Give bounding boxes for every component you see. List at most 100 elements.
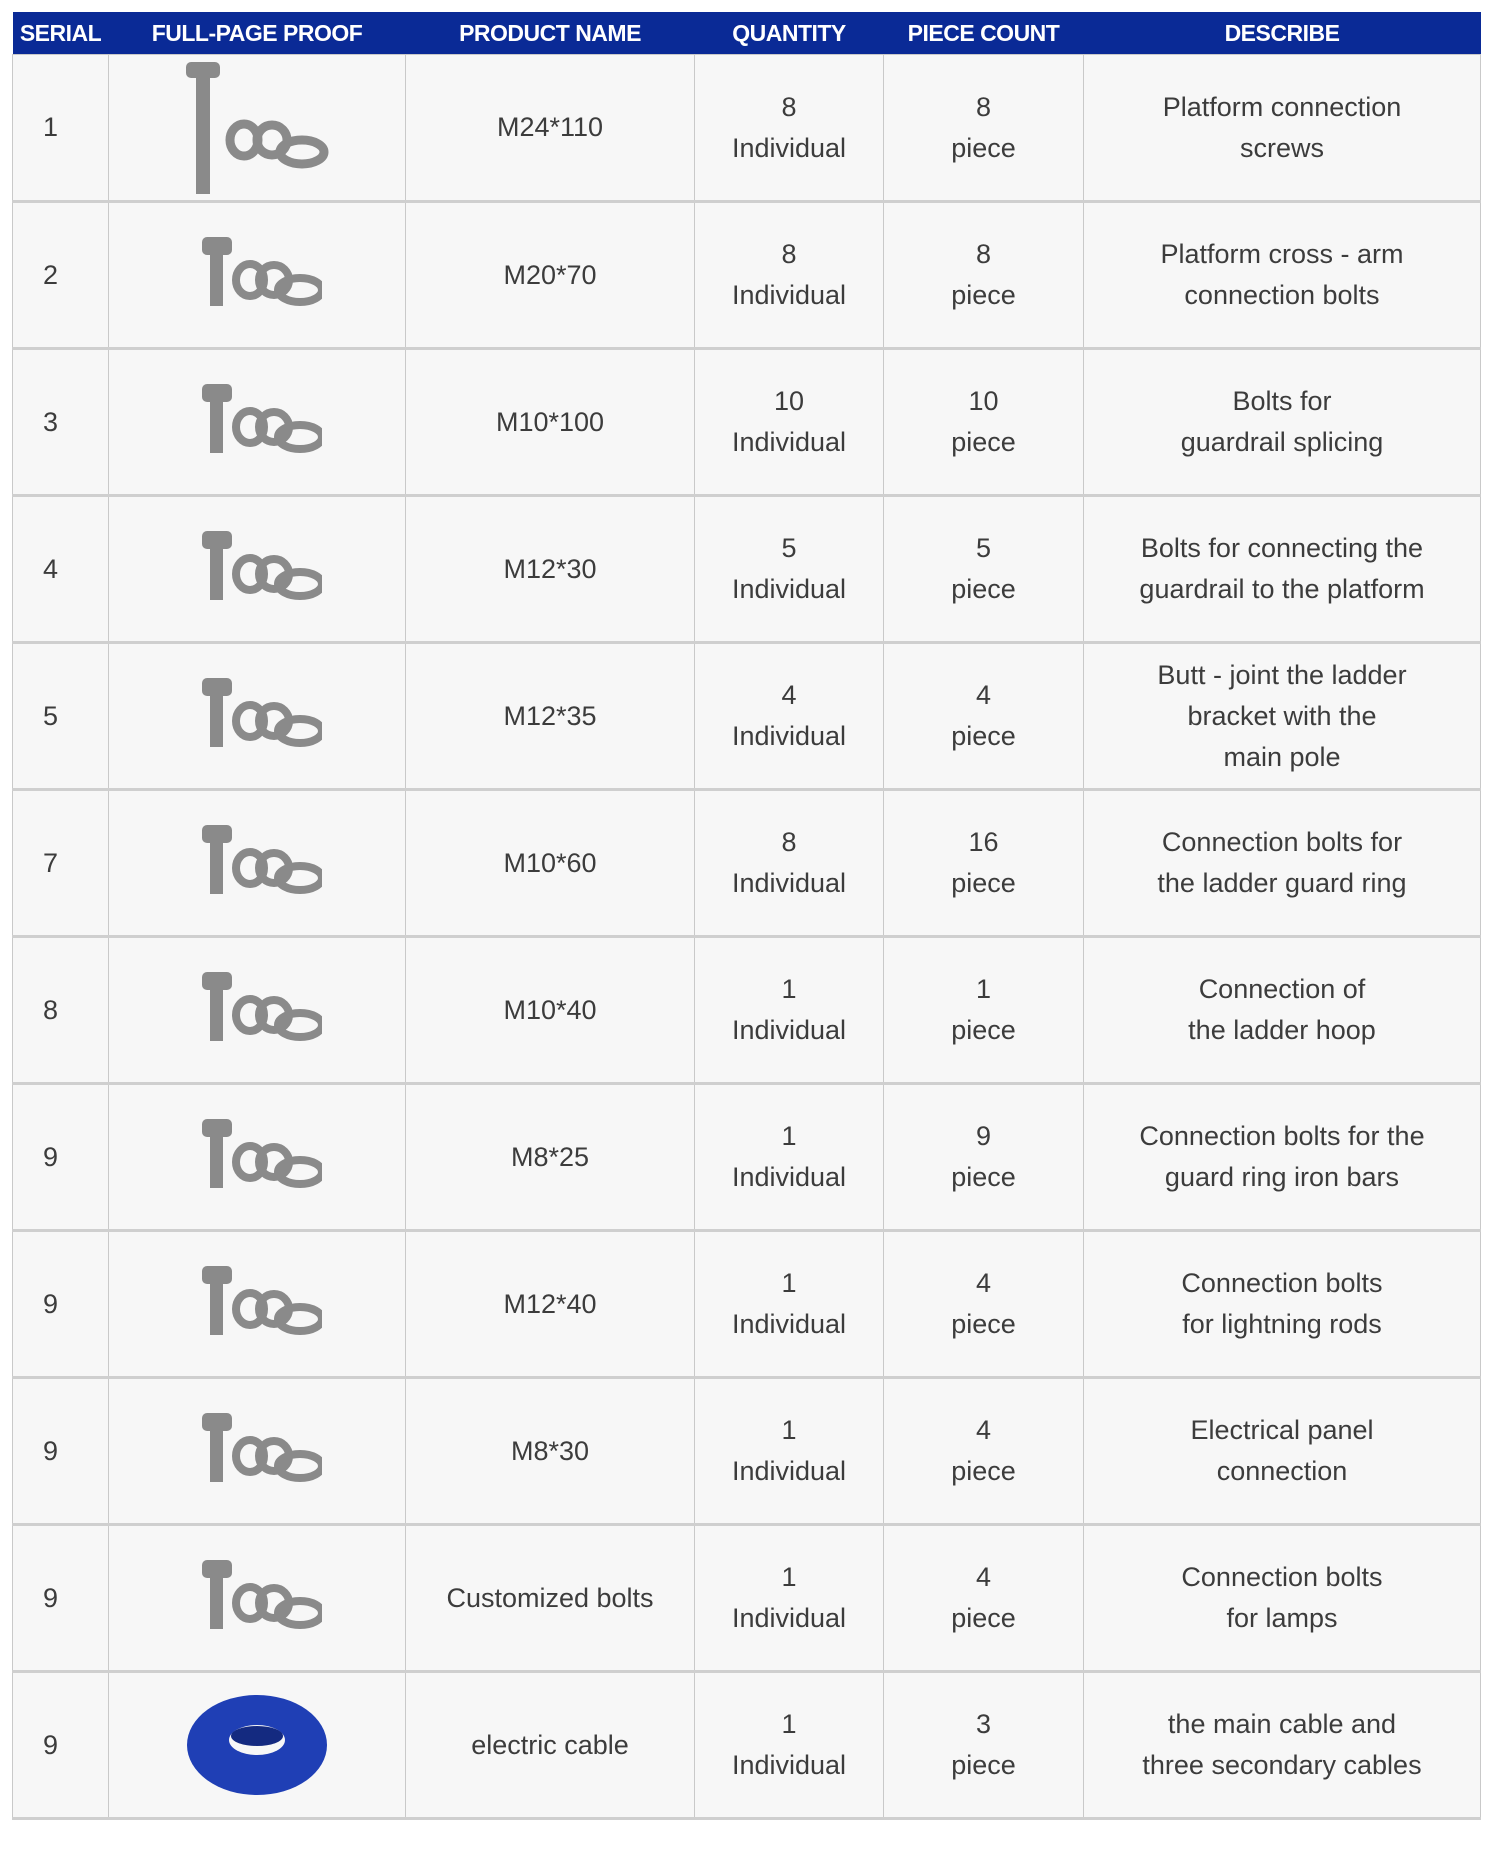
table-row: 9 M8*30 1 Individual 4 piece Electrical pa… [12,1377,1481,1526]
column-header: PIECE COUNT [883,12,1084,55]
quantity-value: 1 [781,1268,797,1298]
column-header: FULL-PAGE PROOF [108,12,406,55]
column-header: DESCRIBE [1083,12,1481,55]
table-row: 7 M10*60 8 Individual 16 piece Connection … [12,789,1481,938]
describe-line: the ladder hoop [1188,1015,1376,1045]
describe-line: Connection bolts [1181,1268,1383,1298]
proof-cell [108,1377,406,1526]
piece-count-value: 3 [975,1709,992,1739]
piece-count-cell: 4 piece [883,642,1084,791]
piece-unit: piece [951,1309,1016,1339]
quantity-value: 4 [781,680,797,710]
piece-count-value: 10 [968,386,999,416]
product-name-cell: M10*60 [405,789,695,938]
describe-cell: Connection bolts for the guard ring iron … [1083,1083,1481,1232]
product-name-cell: M8*30 [405,1377,695,1526]
piece-count-value: 8 [975,91,992,122]
piece-count-value: 4 [975,1268,992,1298]
quantity-unit: Individual [731,280,847,310]
proof-cell [108,1083,406,1232]
serial-cell: 2 [12,201,109,350]
piece-unit: piece [951,574,1016,604]
quantity-value: 1 [781,1415,797,1445]
serial-cell: 1 [12,54,109,203]
table-row: 2 M20*70 8 Individual 8 piece Platform cro… [12,201,1481,350]
describe-line: Connection bolts [1181,1562,1383,1592]
table-row: 9 Customized bolts 1 Individual 4 piece Co… [12,1524,1481,1673]
column-header: QUANTITY [694,12,884,55]
quantity-value: 8 [781,827,797,857]
describe-line: the main cable and [1167,1709,1397,1739]
describe-line: the ladder guard ring [1157,868,1407,898]
quantity-value: 1 [781,1709,797,1739]
product-name-cell: M12*35 [405,642,695,791]
table-row: 5 M12*35 4 Individual 4 piece Butt - joint… [12,642,1481,791]
describe-cell: Connection of the ladder hoop [1083,936,1481,1085]
table-row: 9 electric cable 1 Individual 3 piece the … [12,1671,1481,1820]
describe-line: Butt - joint the ladder [1157,659,1407,690]
quantity-cell: 8 Individual [694,201,884,350]
quantity-cell: 4 Individual [694,642,884,791]
describe-line: Platform connection [1162,91,1402,122]
proof-cell [108,54,406,203]
bolt-icon [115,1411,399,1491]
piece-count-value: 9 [975,1121,992,1151]
describe-line: Bolts for [1232,386,1332,416]
product-name-cell: M20*70 [405,201,695,350]
product-name-cell: M24*110 [405,54,695,203]
piece-count-cell: 3 piece [883,1671,1084,1820]
quantity-unit: Individual [731,1015,847,1045]
table-row: 1 M24*110 8 Individual 8 piece Platform co… [12,54,1481,203]
quantity-unit: Individual [731,1603,847,1633]
describe-line: Connection bolts for [1161,827,1403,857]
serial-cell: 9 [12,1671,109,1820]
serial-cell: 5 [12,642,109,791]
proof-cell [108,936,406,1085]
serial-cell: 3 [12,348,109,497]
product-name-cell: M10*40 [405,936,695,1085]
parts-table: SERIAL FULL-PAGE PROOF PRODUCT NAME QUANTIT… [12,12,1481,1820]
quantity-value: 8 [781,91,797,122]
bolt-icon [115,235,399,315]
describe-cell: Connection bolts for lightning rods [1083,1230,1481,1379]
describe-cell: Connection bolts for lamps [1083,1524,1481,1673]
column-header: PRODUCT NAME [405,12,695,55]
describe-line: guardrail to the platform [1139,574,1425,604]
describe-line: guard ring iron bars [1164,1162,1400,1192]
quantity-value: 1 [781,1562,797,1592]
describe-cell: Butt - joint the ladder bracket with the m… [1083,642,1481,791]
piece-count-cell: 5 piece [883,495,1084,644]
bolt-icon [115,1558,399,1638]
bolt-long-icon [115,60,399,196]
table-row: 9 M8*25 1 Individual 9 piece Connection bo… [12,1083,1481,1232]
describe-cell: Connection bolts for the ladder guard rin… [1083,789,1481,938]
quantity-unit: Individual [731,1162,847,1192]
piece-count-value: 4 [975,1415,992,1445]
piece-unit: piece [951,721,1016,751]
quantity-unit: Individual [731,132,847,163]
proof-cell [108,1230,406,1379]
bolt-icon [115,529,399,609]
describe-line: main pole [1223,741,1341,772]
piece-unit: piece [951,1456,1016,1486]
describe-line: connection bolts [1184,280,1380,310]
piece-count-value: 4 [975,1562,992,1592]
piece-count-cell: 9 piece [883,1083,1084,1232]
quantity-cell: 8 Individual [694,54,884,203]
table-header-row: SERIAL FULL-PAGE PROOF PRODUCT NAME QUANTIT… [12,12,1481,55]
proof-cell [108,201,406,350]
product-name-cell: M10*100 [405,348,695,497]
bolt-icon [115,1117,399,1197]
describe-line: for lightning rods [1182,1309,1382,1339]
quantity-value: 5 [781,533,797,563]
quantity-unit: Individual [731,1456,847,1486]
quantity-cell: 1 Individual [694,936,884,1085]
product-name-cell: M12*30 [405,495,695,644]
describe-cell: Bolts for guardrail splicing [1083,348,1481,497]
bolt-icon [115,382,399,462]
piece-unit: piece [951,1015,1016,1045]
describe-cell: Platform cross - arm connection bolts [1083,201,1481,350]
describe-line: Bolts for connecting the [1140,533,1424,563]
piece-count-cell: 8 piece [883,201,1084,350]
piece-count-value: 4 [975,680,992,710]
